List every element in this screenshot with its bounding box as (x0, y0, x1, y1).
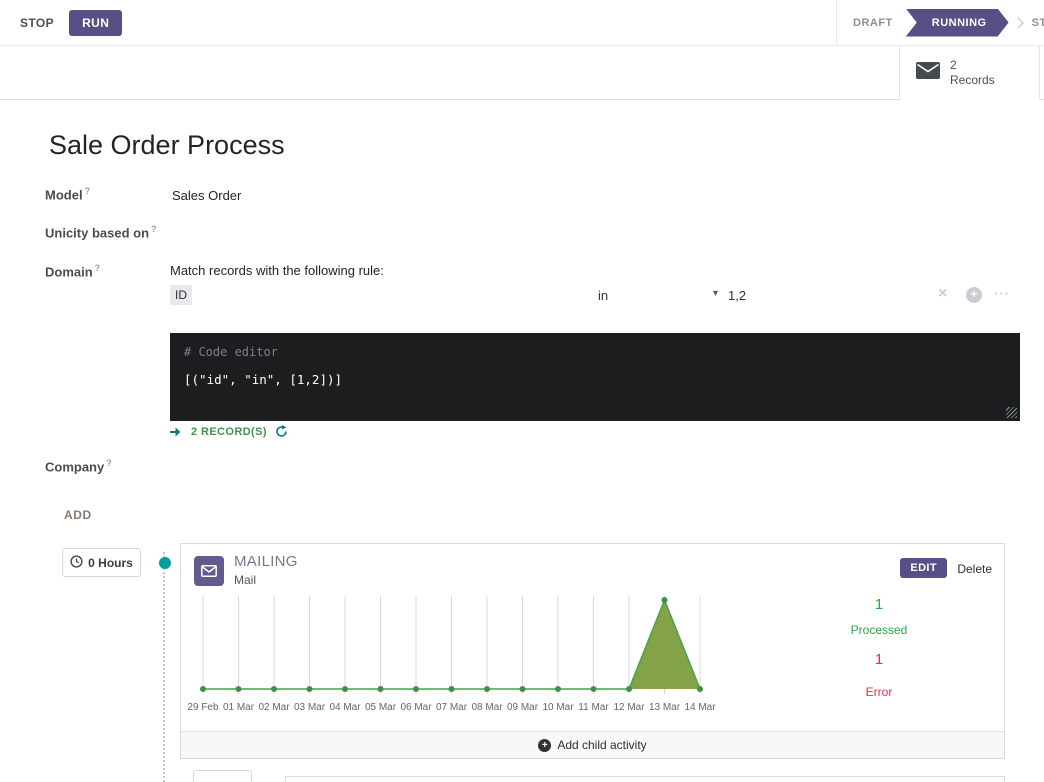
records-count: 2 (950, 58, 957, 72)
delete-node-icon[interactable]: × (938, 285, 948, 302)
rule-value-input[interactable]: 1,2 (728, 288, 747, 303)
control-panel-buttons: STOP RUN (20, 0, 123, 45)
axis-tick-label: 09 Mar (506, 702, 539, 713)
trigger-delay-button[interactable]: 0 Hours (62, 548, 141, 577)
company-label: Company? (45, 458, 112, 475)
rule-operator-select[interactable]: in (598, 288, 609, 303)
axis-tick-label: 08 Mar (471, 702, 503, 713)
add-activity-button[interactable]: ADD (64, 508, 92, 522)
control-panel: STOP RUN DRAFT RUNNING STOPPED (0, 0, 1044, 46)
domain-rule-row: ID in ▾ 1,2 × + ··· (170, 284, 1020, 310)
records-count-link[interactable]: 2 RECORD(S) (191, 425, 267, 438)
clock-icon (70, 554, 83, 571)
help-icon: ? (94, 263, 101, 273)
sign-in-arrow-icon (170, 426, 183, 438)
add-child-activity-button[interactable]: + Add child activity (181, 731, 1004, 758)
add-branch-icon[interactable]: ··· (994, 286, 1010, 301)
axis-tick-label: 03 Mar (293, 702, 326, 713)
axis-tick-label: 05 Mar (364, 702, 397, 713)
activity-graph-labels: 29 Feb 01 Mar 02 Mar 03 Mar 04 Mar 05 Mar 06 M… (187, 702, 715, 716)
records-stat-button[interactable]: 2 Records (899, 46, 1040, 100)
trigger-delay-label: 0 Hours (88, 555, 133, 570)
domain-code-editor[interactable]: # Code editor [("id", "in", [1,2])] (170, 333, 1020, 421)
model-field-value[interactable]: Sales Order (172, 188, 242, 203)
envelope-icon (916, 62, 940, 84)
code-editor-placeholder: # Code editor (184, 345, 278, 359)
status-step-running[interactable]: RUNNING (906, 9, 1009, 37)
run-button[interactable]: RUN (69, 9, 123, 36)
status-step-draft[interactable]: DRAFT (853, 16, 893, 29)
axis-tick-label: 11 Mar (578, 702, 609, 713)
help-icon: ? (106, 458, 112, 468)
next-trigger-button-partial[interactable] (193, 770, 252, 782)
add-child-activity-label: Add child activity (557, 738, 647, 752)
status-bar: DRAFT RUNNING STOPPED (836, 0, 1044, 45)
code-editor-content: [("id", "in", [1,2])] (184, 372, 343, 387)
records-label: Records (950, 73, 995, 87)
add-node-icon[interactable]: + (966, 287, 982, 303)
domain-intro-text: Match records with the following rule: (170, 263, 384, 278)
axis-tick-label: 29 Feb (187, 702, 219, 713)
page-title[interactable]: Sale Order Process (49, 130, 285, 160)
button-box-row: 2 Records (0, 46, 1044, 100)
axis-tick-label: 04 Mar (329, 702, 361, 713)
processed-label: Processed (850, 623, 908, 637)
records-line: 2 RECORD(S) (170, 425, 288, 438)
resize-handle[interactable] (1006, 407, 1017, 418)
processed-count[interactable]: 1 (874, 596, 884, 613)
axis-tick-label: 14 Mar (684, 702, 716, 713)
axis-tick-label: 07 Mar (435, 702, 468, 713)
timeline-dotted-line (163, 552, 165, 782)
error-label: Error (865, 685, 893, 699)
unicity-label: Unicity based on? (45, 224, 157, 241)
plus-circle-icon: + (538, 738, 552, 752)
chevron-right-icon (1011, 16, 1024, 29)
help-icon: ? (84, 186, 91, 196)
timeline-node-dot (159, 557, 171, 569)
records-stat-text: 2 Records (950, 58, 995, 88)
edit-button[interactable]: EDIT (900, 558, 947, 578)
axis-tick-label: 10 Mar (542, 702, 574, 713)
axis-tick-label: 01 Mar (222, 702, 255, 713)
axis-tick-label: 02 Mar (258, 702, 290, 713)
mail-activity-icon (194, 556, 224, 586)
rule-field-selector[interactable]: ID (170, 285, 192, 305)
next-activity-card-partial (285, 776, 1005, 782)
caret-down-icon[interactable]: ▾ (713, 288, 719, 299)
stop-button[interactable]: STOP (20, 15, 55, 30)
help-icon: ? (151, 224, 157, 234)
status-step-stopped[interactable]: STOPPED (1031, 16, 1044, 29)
axis-tick-label: 06 Mar (400, 702, 432, 713)
activity-title: MAILING (234, 553, 298, 570)
refresh-icon[interactable] (275, 425, 288, 438)
error-count[interactable]: 1 (874, 651, 884, 668)
delete-button[interactable]: Delete (957, 562, 992, 576)
activity-graph (200, 596, 703, 694)
activity-type: Mail (234, 573, 257, 587)
axis-tick-label: 12 Mar (613, 702, 645, 713)
domain-label: Domain? (45, 263, 101, 280)
activity-card-mailing: MAILING Mail EDIT Delete 29 Feb 01 Mar 02 … (180, 543, 1005, 759)
axis-tick-label: 13 Mar (648, 702, 681, 713)
model-label: Model? (45, 186, 91, 203)
